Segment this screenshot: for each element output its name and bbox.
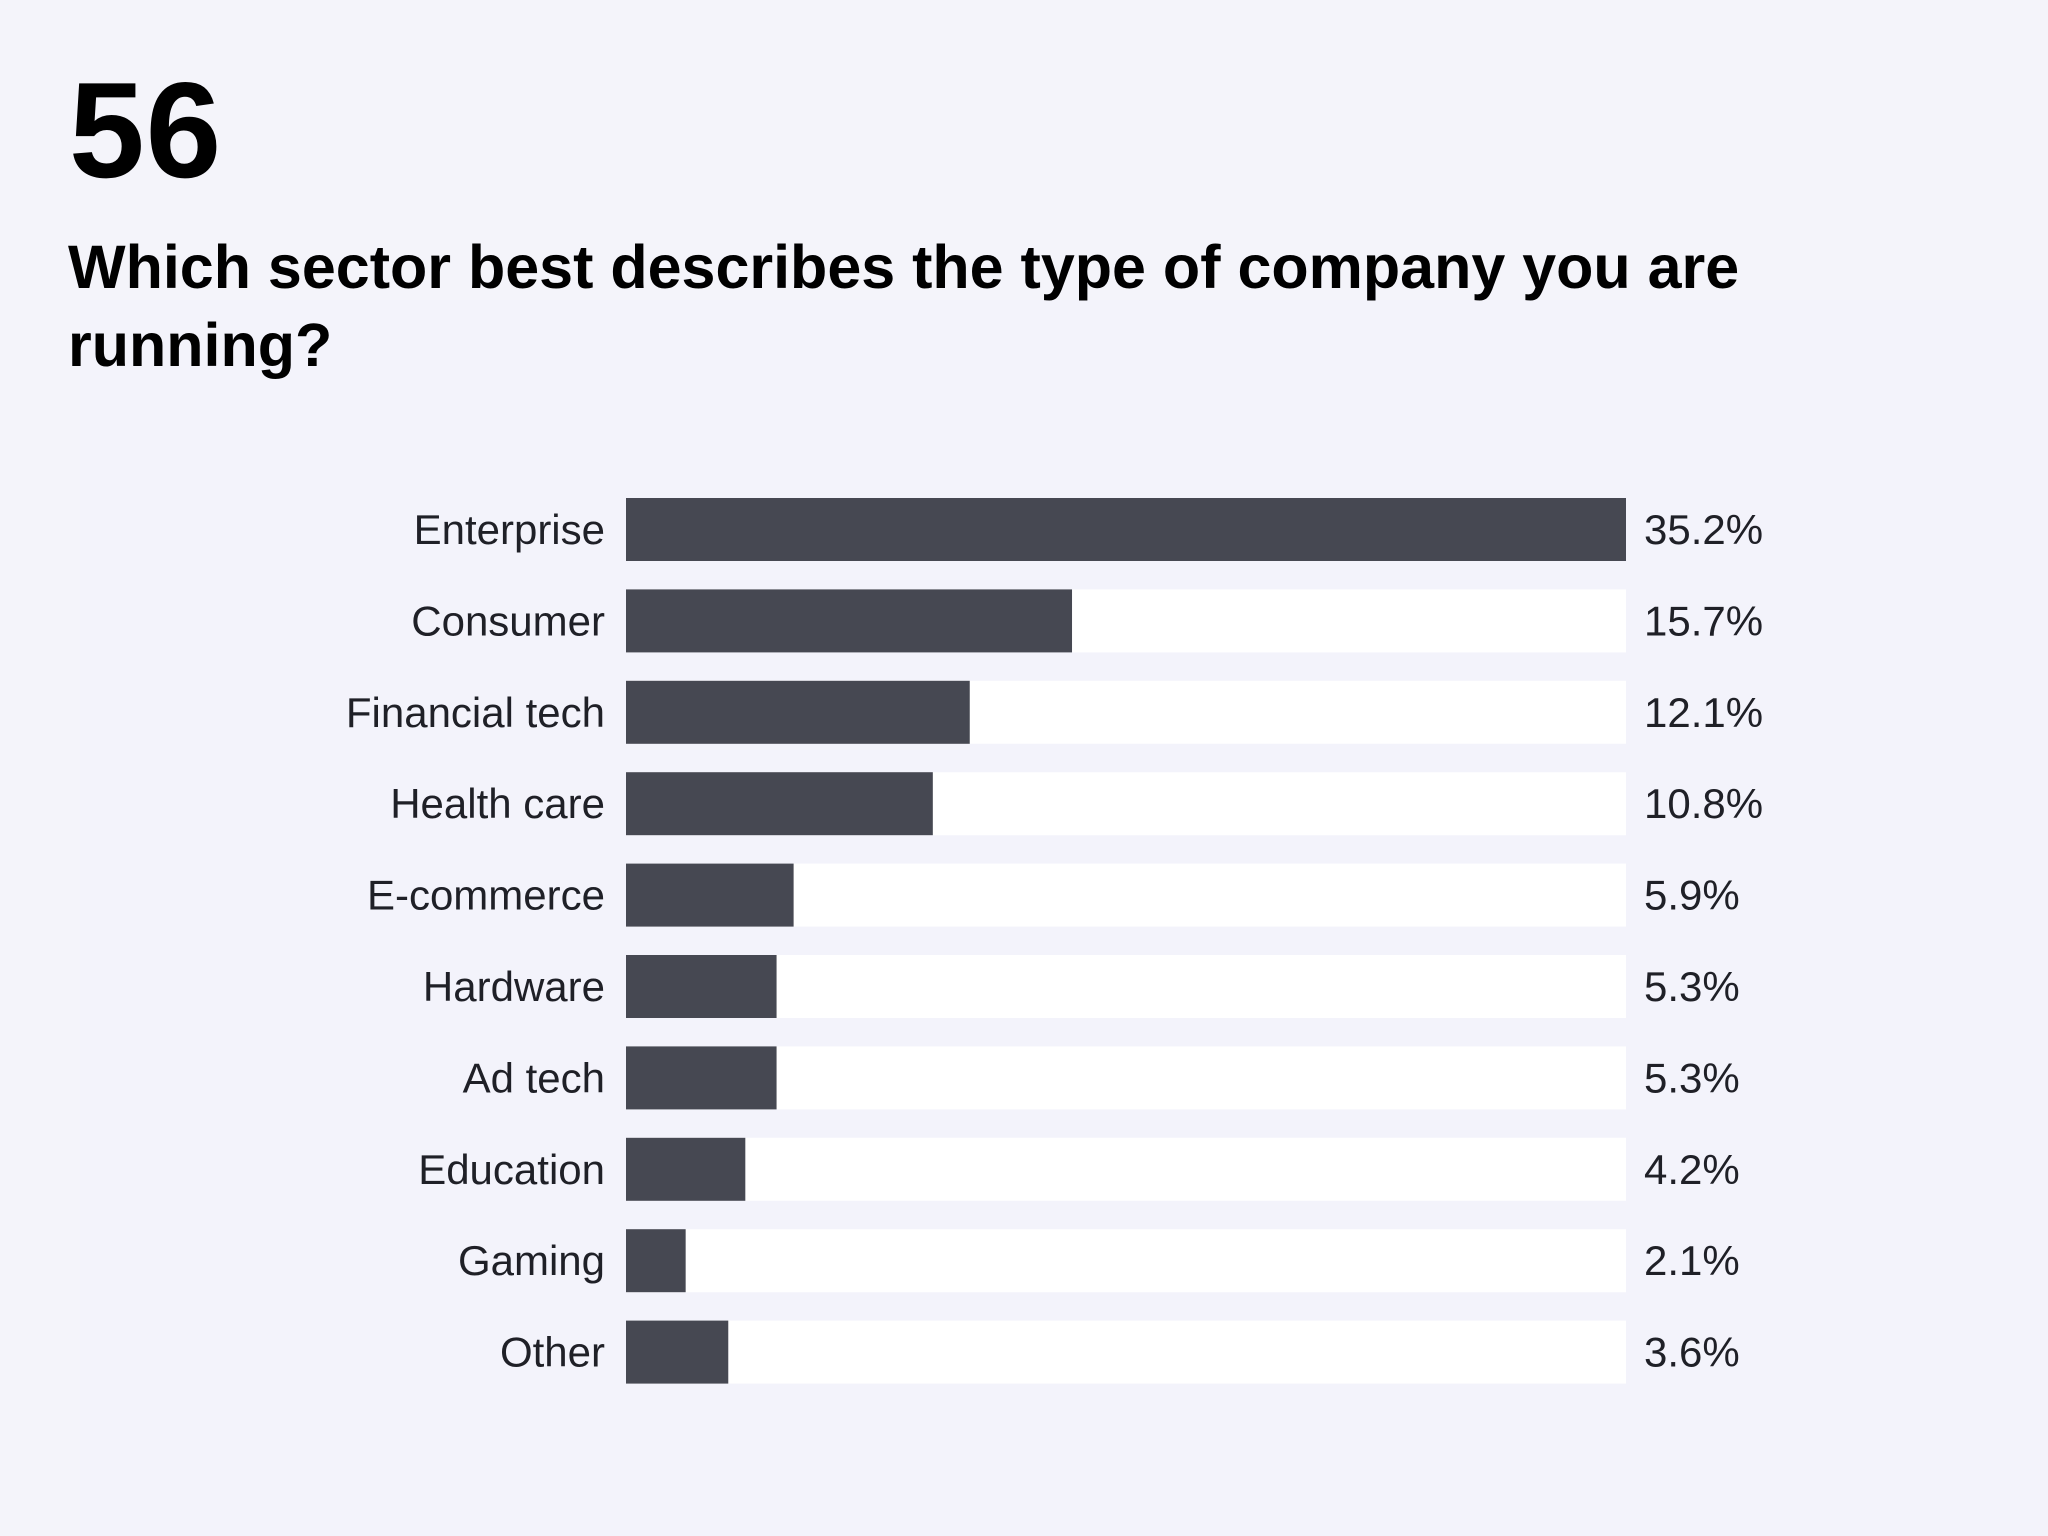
bar-track-education <box>626 1137 1626 1201</box>
bar-gaming <box>626 1229 686 1293</box>
value-label-education: 4.2% <box>1644 1146 1740 1193</box>
category-label-enterprise: Enterprise <box>414 506 605 553</box>
category-label-financial-tech: Financial tech <box>346 689 605 736</box>
value-label-e-commerce: 5.9% <box>1644 872 1740 919</box>
bar-track-hardware <box>626 955 1626 1018</box>
value-label-hardware: 5.3% <box>1644 963 1740 1010</box>
bar-ad-tech <box>626 1046 777 1110</box>
category-label-gaming: Gaming <box>458 1237 605 1284</box>
bar-education <box>626 1137 746 1201</box>
category-label-hardware: Hardware <box>423 963 605 1010</box>
bar-track-gaming <box>626 1229 1626 1293</box>
bar-e-commerce <box>626 863 794 927</box>
value-label-ad-tech: 5.3% <box>1644 1054 1740 1101</box>
bar-other <box>626 1320 729 1384</box>
bar-track-ad-tech <box>626 1046 1626 1110</box>
bar-financial-tech <box>626 680 970 744</box>
category-label-ad-tech: Ad tech <box>463 1054 605 1101</box>
category-label-other: Other <box>500 1329 605 1376</box>
category-label-consumer: Consumer <box>411 597 605 644</box>
value-label-consumer: 15.7% <box>1644 597 1763 644</box>
question-title: Which sector best describes the type of … <box>68 233 1740 379</box>
bar-hardware <box>626 955 777 1018</box>
value-label-enterprise: 35.2% <box>1644 506 1763 553</box>
value-label-financial-tech: 12.1% <box>1644 689 1763 736</box>
value-label-other: 3.6% <box>1644 1329 1740 1376</box>
category-label-e-commerce: E-commerce <box>367 872 605 919</box>
value-label-gaming: 2.1% <box>1644 1237 1740 1284</box>
bar-health-care <box>626 772 933 836</box>
category-label-education: Education <box>418 1146 605 1193</box>
question-number: 56 <box>69 54 223 206</box>
category-label-health-care: Health care <box>390 780 605 827</box>
bar-track-other <box>626 1320 1626 1384</box>
bar-enterprise <box>626 498 1626 561</box>
value-label-health-care: 10.8% <box>1644 780 1763 827</box>
bar-consumer <box>626 589 1073 653</box>
